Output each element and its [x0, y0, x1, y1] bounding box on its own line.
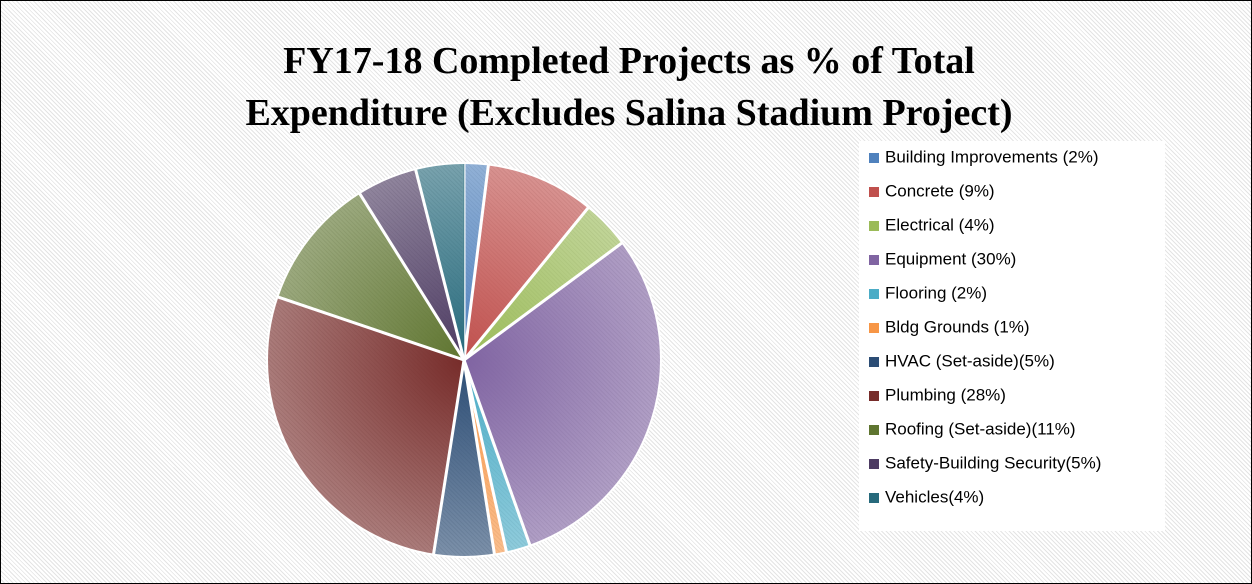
legend-label: Plumbing (28%)	[885, 385, 1006, 404]
legend-swatch	[869, 391, 879, 401]
slice-border	[463, 241, 624, 362]
slice-border	[462, 359, 496, 555]
legend-background	[859, 141, 1165, 531]
legend-label: Bldg Grounds (1%)	[885, 317, 1030, 336]
legend-swatch	[869, 153, 879, 163]
slice-border	[414, 168, 466, 361]
pie-outline	[266, 162, 662, 558]
legend-label: Vehicles(4%)	[885, 487, 984, 506]
legend-swatch	[869, 289, 879, 299]
legend-swatch	[869, 459, 879, 469]
slice-border	[462, 206, 590, 361]
legend-label: HVAC (Set-aside)(5%)	[885, 351, 1055, 370]
legend-swatch	[869, 493, 879, 503]
chart-title-line-1: FY17-18 Completed Projects as % of Total	[283, 40, 975, 82]
legend-label: Flooring (2%)	[885, 283, 987, 302]
legend-label: Equipment (30%)	[885, 249, 1016, 268]
legend-label: Electrical (4%)	[885, 215, 995, 234]
slice-border	[462, 164, 490, 361]
slice-border	[462, 359, 532, 547]
slice-border	[432, 359, 466, 555]
legend-swatch	[869, 221, 879, 231]
legend-label: Concrete (9%)	[885, 181, 995, 200]
chart-title-line-2: Expenditure (Excludes Salina Stadium Pro…	[245, 92, 1012, 134]
legend-swatch	[869, 323, 879, 333]
legend-swatch	[869, 255, 879, 265]
legend-label: Roofing (Set-aside)(11%)	[885, 419, 1076, 438]
legend-swatch	[869, 425, 879, 435]
legend-swatch	[869, 357, 879, 367]
legend-swatch	[869, 187, 879, 197]
slice-border	[462, 359, 509, 553]
slice-border	[276, 295, 465, 362]
legend-label: Building Improvements (2%)	[885, 147, 1099, 166]
slice-border	[358, 192, 466, 361]
legend-label: Safety-Building Security(5%)	[885, 453, 1101, 472]
